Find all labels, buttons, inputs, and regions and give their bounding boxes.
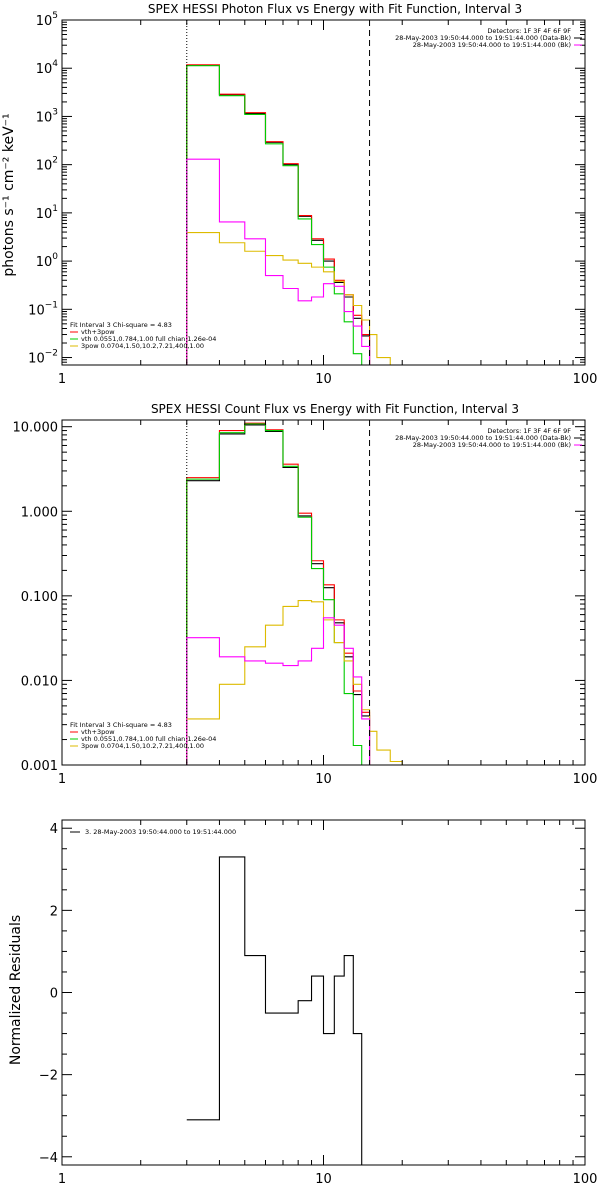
series-vth-line — [186, 423, 363, 765]
series-3pow-line — [186, 232, 391, 365]
x-tick-label: 100 — [573, 772, 598, 787]
series-data-bk-line — [186, 64, 371, 365]
series-3-28-may-2003-19-50-44-000-to-19-51-44-000-line — [186, 856, 370, 1165]
fit-legend-line: vth 0.0551,0.784,1.00 full chian 1.26e-0… — [81, 335, 216, 343]
x-tick-label: 10 — [315, 1172, 332, 1187]
series-3pow-line — [186, 599, 403, 765]
fit-legend-line: 3pow 0.0704,1.50,10.2,7.21,400,1.00 — [81, 342, 204, 350]
residuals-legend-label: 3. 28-May-2003 19:50:44.000 to 19:51:44.… — [85, 828, 236, 836]
fit-legend-line: vth+3pow — [81, 328, 115, 336]
series-vth-3pow-line — [186, 64, 371, 365]
x-tick-label: 100 — [573, 1172, 598, 1187]
y-tick-label: 0 — [50, 987, 58, 1002]
info-line: Detectors: 1F 3F 4F 6F 9F — [487, 27, 571, 35]
y-tick-label: 10.000 — [13, 421, 59, 436]
info-line: Detectors: 1F 3F 4F 6F 9F — [487, 427, 571, 435]
count-flux-panel: SPEX HESSI Count Flux vs Energy with Fit… — [13, 402, 598, 787]
y-tick-label: 1.000 — [21, 505, 58, 520]
y-tick-label: 4 — [50, 822, 58, 837]
y-tick-label: 10−1 — [28, 300, 58, 318]
y-tick-label: 103 — [36, 107, 58, 125]
photon-flux-y-axis-label: photons s⁻¹ cm⁻² keV⁻¹ — [1, 113, 17, 276]
info-line: 28-May-2003 19:50:44.000 to 19:51:44.000… — [395, 434, 571, 442]
series-vth-line — [186, 65, 363, 365]
x-tick-label: 10 — [315, 772, 332, 787]
info-line: 28-May-2003 19:50:44.000 to 19:51:44.000… — [413, 41, 571, 49]
fit-legend-line: 3pow 0.0704,1.50,10.2,7.21,400,1.00 — [81, 742, 204, 750]
y-tick-label: 10−2 — [28, 349, 58, 367]
fit-legend-line: Fit Interval 3 Chi-square = 4.83 — [70, 721, 172, 729]
y-tick-label: 2 — [50, 904, 58, 919]
y-tick-label: 104 — [36, 59, 59, 77]
fit-legend-line: vth+3pow — [81, 728, 115, 736]
fit-legend-line: vth 0.0551,0.784,1.00 full chian 1.26e-0… — [81, 735, 216, 743]
fit-legend-line: Fit Interval 3 Chi-square = 4.83 — [70, 321, 172, 329]
info-line: 28-May-2003 19:50:44.000 to 19:51:44.000… — [413, 441, 571, 449]
series-bk-line — [186, 617, 371, 765]
y-tick-label: 102 — [36, 156, 58, 174]
info-line: 28-May-2003 19:50:44.000 to 19:51:44.000… — [395, 34, 571, 42]
y-tick-label: 0.010 — [21, 674, 58, 689]
residuals-panel: Normalized Residuals 3. 28-May-2003 19:5… — [8, 819, 598, 1187]
y-tick-label: 0.001 — [21, 759, 58, 774]
series-bk-line — [186, 158, 371, 365]
photon-flux-title: SPEX HESSI Photon Flux vs Energy with Fi… — [148, 2, 522, 16]
count-flux-title: SPEX HESSI Count Flux vs Energy with Fit… — [151, 402, 519, 416]
x-tick-label: 1 — [58, 772, 66, 787]
photon-flux-panel: SPEX HESSI Photon Flux vs Energy with Fi… — [1, 2, 598, 387]
y-tick-label: 0.100 — [21, 590, 58, 605]
y-tick-label: 105 — [36, 11, 58, 29]
x-tick-label: 1 — [58, 1172, 66, 1187]
y-tick-label: 100 — [36, 252, 59, 270]
y-tick-label: −2 — [39, 1069, 58, 1084]
y-tick-label: 101 — [36, 204, 58, 222]
x-tick-label: 10 — [315, 372, 332, 387]
series-vth-3pow-line — [186, 422, 371, 765]
y-tick-label: −4 — [39, 1151, 58, 1166]
residuals-y-axis-label: Normalized Residuals — [8, 915, 24, 1065]
plot-frame — [61, 19, 586, 366]
x-tick-label: 100 — [573, 372, 598, 387]
x-tick-label: 1 — [58, 372, 66, 387]
